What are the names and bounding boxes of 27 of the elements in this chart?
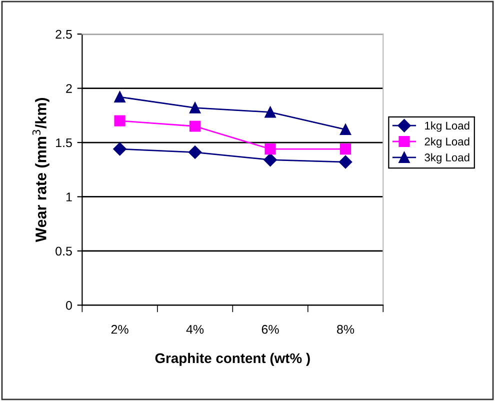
x-tick-label: 6% xyxy=(262,324,279,334)
legend-label: 1kg Load xyxy=(425,121,470,132)
point xyxy=(113,142,126,156)
y-axis-title: Wear rate (mm$^{3}$/km) xyxy=(32,98,50,242)
y-tick-label: 0.5 xyxy=(56,246,72,256)
point xyxy=(114,91,126,103)
point xyxy=(340,124,352,136)
point xyxy=(338,155,352,169)
x-tick-label: 2% xyxy=(111,324,128,334)
y-tick-label: 2.5 xyxy=(56,30,72,39)
legend-label: 2kg Load xyxy=(424,137,470,148)
point xyxy=(340,143,352,155)
point xyxy=(188,146,202,159)
point xyxy=(189,102,201,114)
point xyxy=(264,106,276,118)
x-tick-label: 4% xyxy=(186,324,204,334)
point xyxy=(189,120,201,132)
point xyxy=(114,115,126,126)
y-tick-label: 1 xyxy=(66,192,72,202)
y-tick-label: 2 xyxy=(66,84,72,93)
y-tick-label: 0 xyxy=(66,300,72,310)
x-axis-title: Graphite content (wt% ) xyxy=(155,352,310,366)
legend-label: 3kg Load xyxy=(424,153,470,164)
point xyxy=(264,143,276,155)
y-tick-label: 1.5 xyxy=(56,138,72,148)
x-tick-label: 8% xyxy=(337,324,354,334)
point xyxy=(264,153,277,166)
